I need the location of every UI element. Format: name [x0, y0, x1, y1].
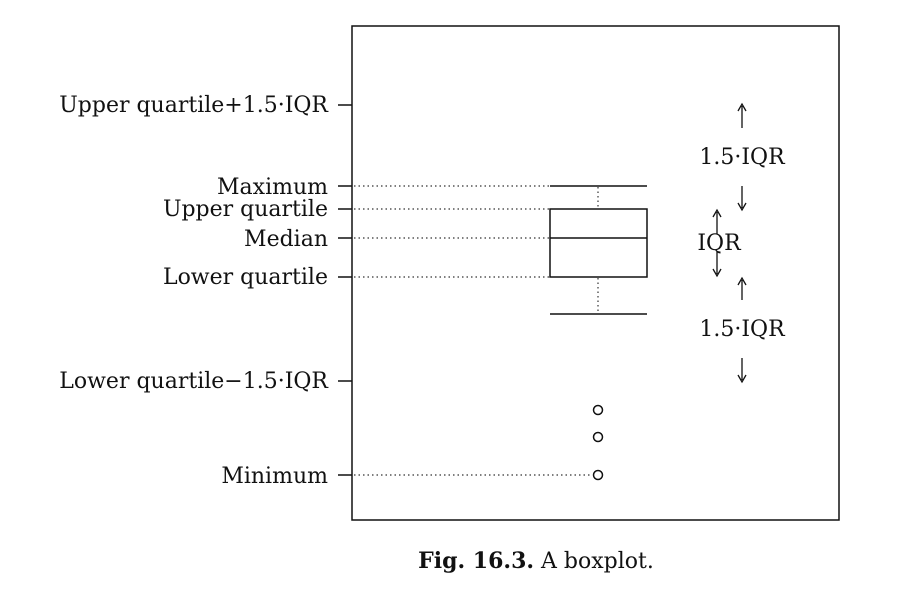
axis-labels: Upper quartile+1.5·IQR Maximum Upper qua… [59, 93, 329, 489]
outlier-point [592, 469, 604, 481]
arrow-up-icon [712, 208, 722, 234]
arrow-down-icon [737, 358, 747, 384]
guide-lines [354, 185, 599, 476]
arrow-down-icon [737, 186, 747, 212]
iqr-span-label: IQR [697, 231, 742, 256]
lower-span-label: 1.5·IQR [699, 317, 786, 342]
boxplot [549, 185, 648, 315]
caption-label: Fig. 16.3. [418, 548, 534, 574]
iqr-box [549, 208, 648, 278]
span-labels: 1.5·IQR IQR 1.5·IQR [697, 145, 786, 342]
figure-caption: Fig. 16.3. A boxplot. [418, 548, 654, 574]
label-minimum: Minimum [221, 464, 328, 489]
arrow-up-icon [737, 276, 747, 300]
arrow-up-icon [737, 102, 747, 128]
outliers [592, 404, 604, 481]
caption-text: A boxplot. [540, 549, 654, 574]
span-arrows [712, 102, 747, 384]
arrow-down-icon [712, 252, 722, 278]
label-maximum: Maximum [217, 175, 328, 200]
outlier-point [592, 431, 604, 443]
label-median: Median [244, 227, 328, 252]
axis-ticks [338, 104, 352, 476]
outlier-point [592, 404, 604, 416]
plot-frame [351, 25, 840, 521]
label-lower-fence: Lower quartile−1.5·IQR [59, 369, 329, 394]
label-upper-fence: Upper quartile+1.5·IQR [59, 93, 329, 118]
upper-span-label: 1.5·IQR [699, 145, 786, 170]
label-lower-quartile: Lower quartile [163, 265, 328, 290]
label-upper-quartile: Upper quartile [163, 197, 328, 222]
